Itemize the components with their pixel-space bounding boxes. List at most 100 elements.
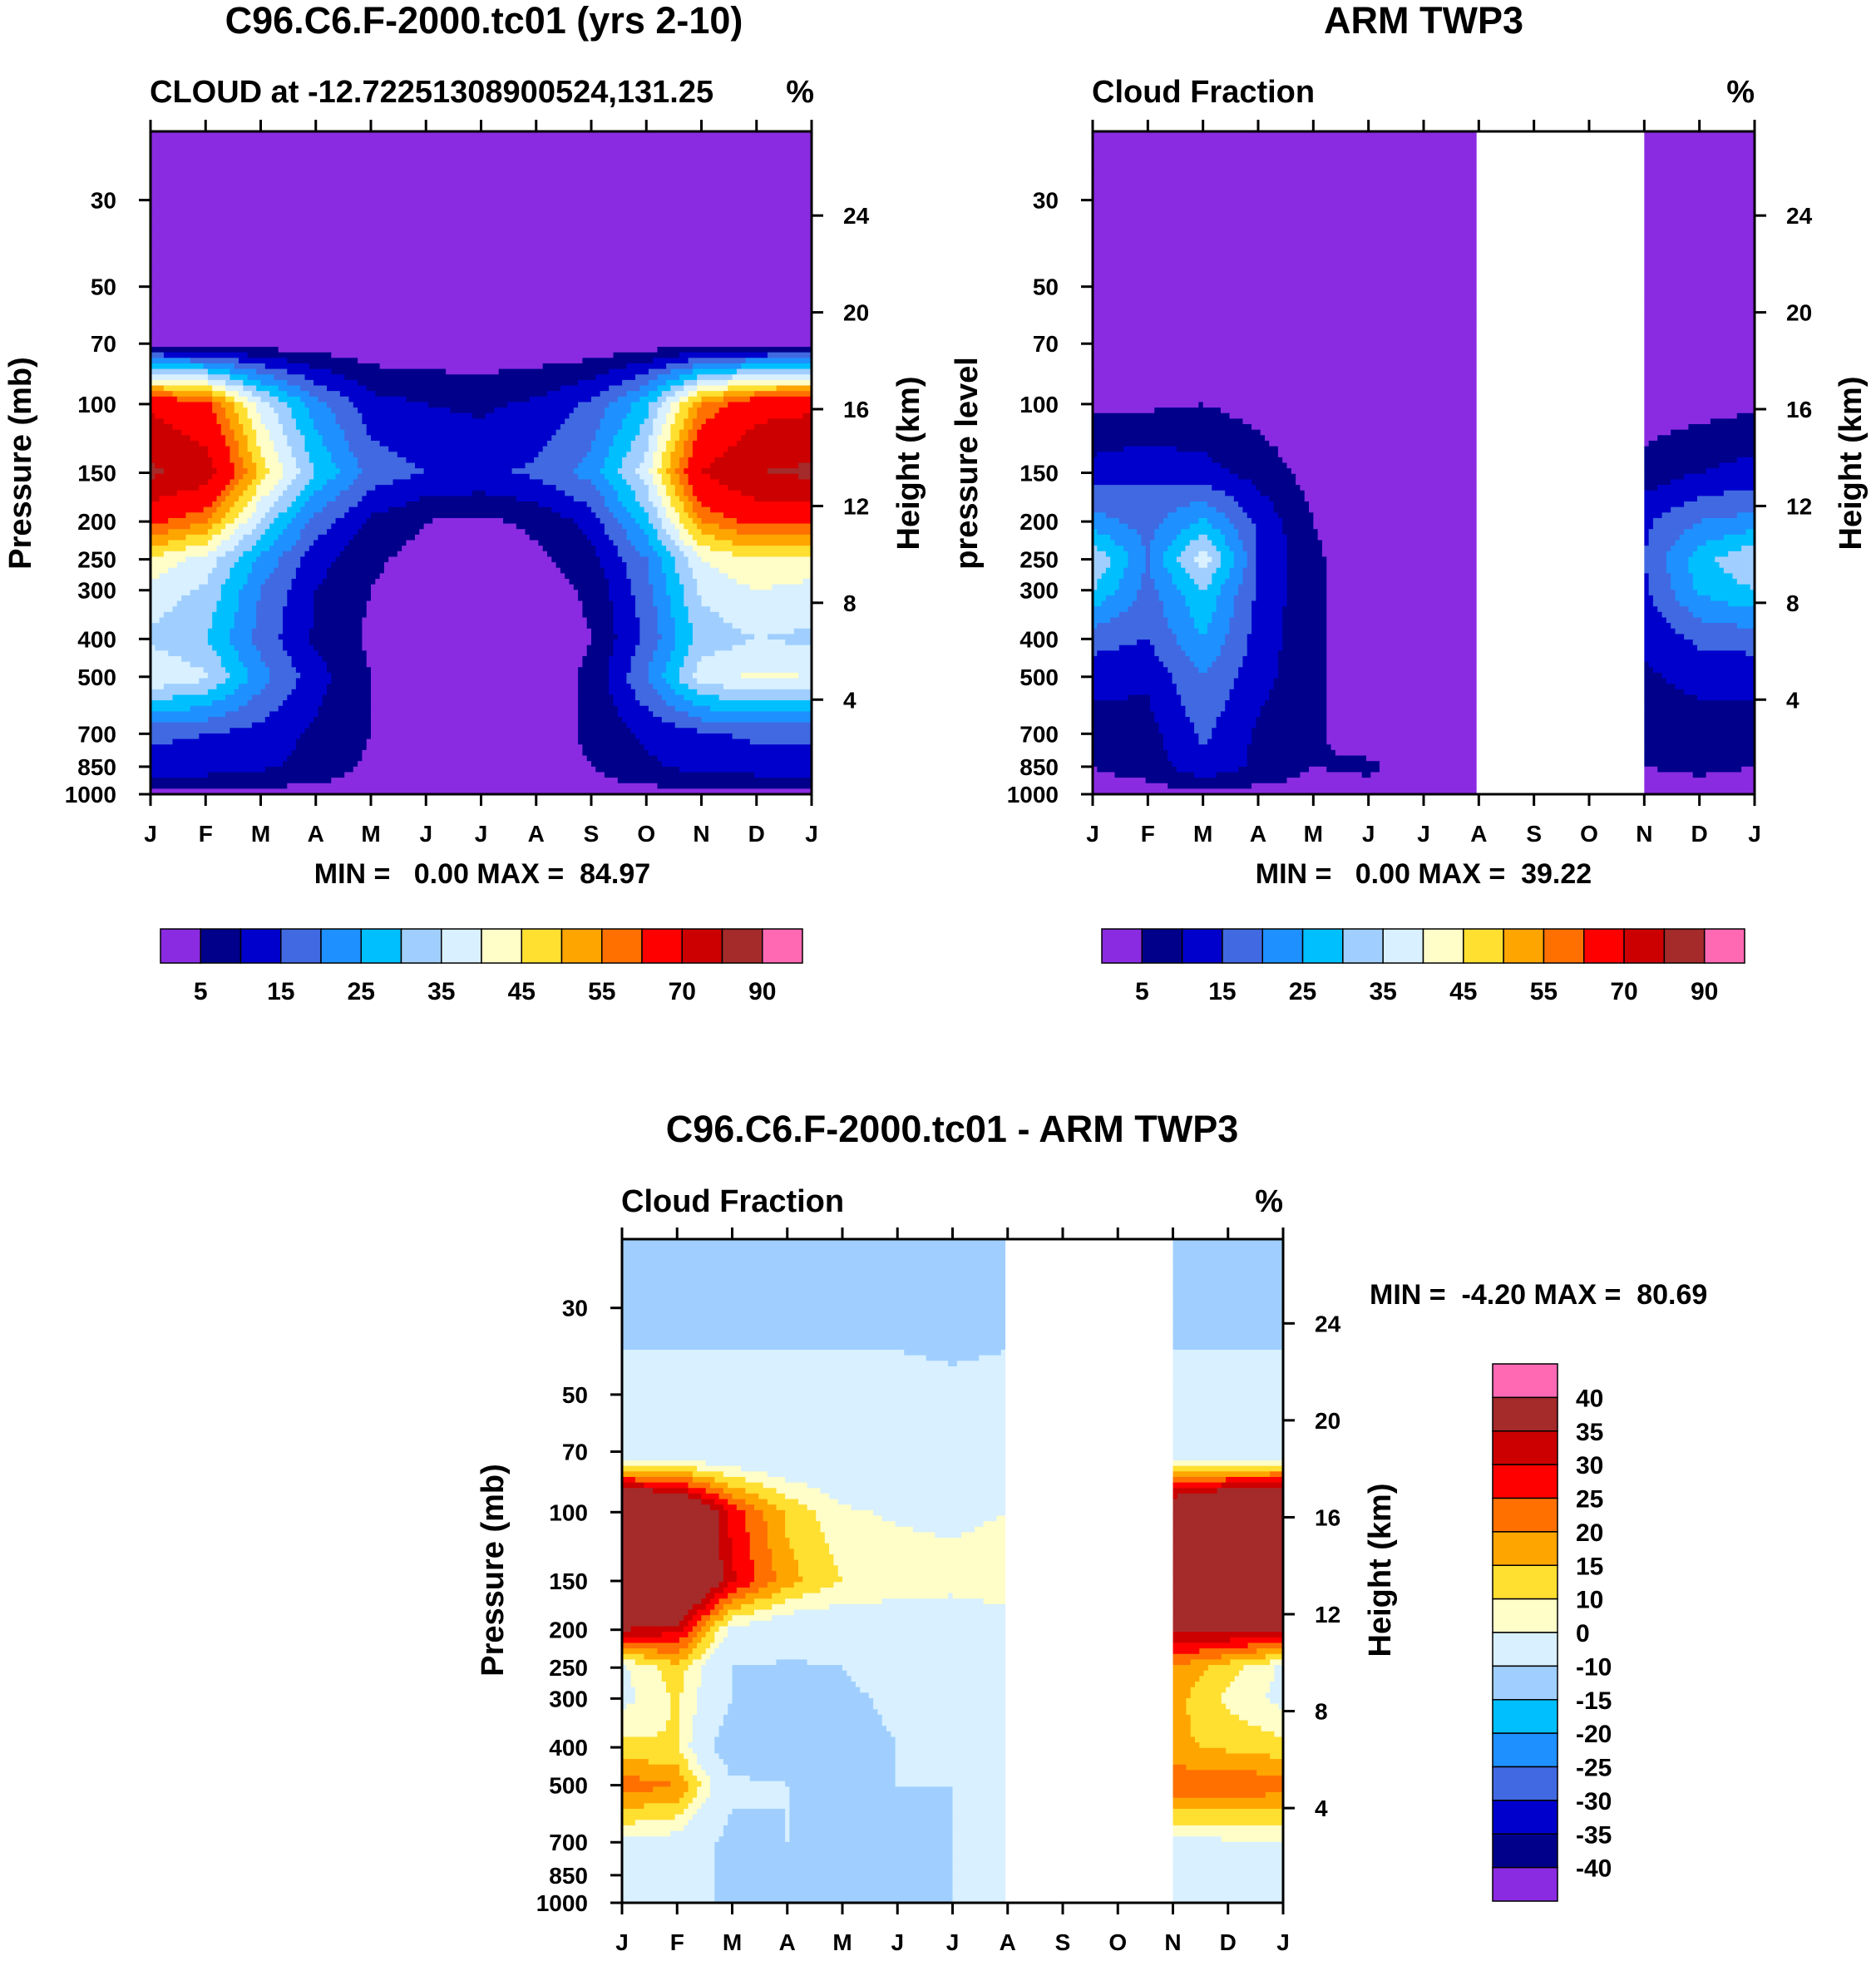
contour-cell <box>1172 1665 1209 1672</box>
x-tick-label: J <box>419 821 432 847</box>
x-tick-label: J <box>1417 821 1430 847</box>
contour-cell <box>1291 468 1478 475</box>
contour-cell <box>666 667 680 674</box>
contour-cell <box>684 655 703 663</box>
contour-cell <box>313 595 372 602</box>
contour-cell <box>1093 446 1124 452</box>
contour-cell <box>1692 640 1755 646</box>
contour-cell <box>1172 1825 1284 1832</box>
contour-cell <box>313 540 350 546</box>
contour-cell <box>767 1532 786 1539</box>
contour-cell <box>895 1764 1006 1771</box>
contour-cell <box>674 556 689 563</box>
contour-cell <box>710 1792 790 1799</box>
contour-cell <box>366 738 579 745</box>
contour-cell <box>190 435 226 442</box>
contour-cell <box>710 462 799 469</box>
contour-cell <box>1321 540 1478 546</box>
contour-cell <box>379 363 544 370</box>
contour-cell <box>692 546 711 552</box>
contour-cell <box>657 628 676 635</box>
contour-cell <box>1172 1847 1284 1854</box>
contour-cell <box>701 1682 733 1688</box>
contour-cell <box>1005 1841 1174 1849</box>
contour-cell <box>1220 562 1235 569</box>
contour-cell <box>212 396 226 403</box>
contour-cell <box>1688 567 1725 574</box>
contour-cell <box>295 744 368 751</box>
contour-cell <box>1277 667 1327 674</box>
contour-cell <box>1207 738 1252 745</box>
contour-cell <box>1216 546 1231 552</box>
contour-cell <box>1684 689 1755 696</box>
contour-cell <box>234 485 249 491</box>
contour-cell <box>1361 772 1371 778</box>
contour-cell <box>1666 678 1755 684</box>
contour-cell <box>1476 258 1645 264</box>
contour-cell <box>622 1250 1006 1257</box>
contour-cell <box>1644 578 1650 585</box>
contour-cell <box>1220 408 1478 414</box>
contour-cell <box>1648 661 1755 668</box>
contour-cell <box>251 479 262 486</box>
contour-cell <box>697 551 733 558</box>
contour-cell <box>251 391 270 398</box>
colorbar-obs: 5 15 25 35 45 55 70 90 <box>1101 928 1745 1005</box>
contour-cell <box>648 440 659 447</box>
contour-cell <box>657 534 671 541</box>
contour-cell <box>234 623 257 630</box>
contour-cell <box>622 1853 715 1860</box>
contour-cell <box>881 1714 1006 1721</box>
contour-cell <box>269 402 288 408</box>
contour-cell <box>935 1532 962 1539</box>
y-tick-label: 150 <box>549 1568 588 1594</box>
contour-cell <box>1652 517 1702 525</box>
contour-cell <box>1644 722 1755 729</box>
contour-cell <box>736 1504 755 1511</box>
contour-cell <box>1005 1692 1174 1699</box>
contour-cell <box>692 1648 707 1655</box>
contour-cell <box>247 408 257 414</box>
contour-cell <box>666 418 676 425</box>
contour-cell <box>212 385 226 392</box>
contour-cell <box>1476 352 1645 358</box>
contour-cell <box>335 556 389 563</box>
contour-cell <box>1093 485 1212 491</box>
contour-cell <box>609 672 627 679</box>
contour-cell <box>692 1714 724 1721</box>
contour-cell <box>582 661 610 668</box>
contour-cell <box>657 506 667 513</box>
contour-cell <box>701 517 738 525</box>
contour-cell <box>768 418 812 425</box>
panel-diff-ylabel-right: Height (km) <box>1363 1484 1398 1657</box>
contour-cell <box>732 1670 847 1677</box>
contour-cell <box>723 1471 768 1478</box>
contour-cell <box>1220 462 1288 469</box>
colorbar-label: 90 <box>1691 978 1718 1005</box>
contour-cell <box>1212 733 1252 740</box>
contour-cell <box>274 374 306 381</box>
contour-cell <box>327 684 372 690</box>
contour-cell <box>225 711 270 718</box>
contour-cell <box>851 1676 1006 1682</box>
contour-cell <box>1256 578 1288 585</box>
contour-cell <box>666 506 676 513</box>
contour-cell <box>1256 573 1288 580</box>
contour-cell <box>1282 634 1327 640</box>
contour-cell <box>723 1615 733 1622</box>
contour-cell <box>1198 551 1208 558</box>
contour-cell <box>688 1482 711 1489</box>
contour-cell <box>1644 595 1654 602</box>
contour-cell <box>1005 1382 1174 1390</box>
contour-cell <box>358 529 420 536</box>
contour-cell <box>710 1776 751 1782</box>
contour-cell <box>591 634 619 640</box>
contour-cell <box>873 1697 1006 1705</box>
contour-cell <box>697 512 724 519</box>
contour-cell <box>745 429 812 436</box>
contour-cell <box>630 661 649 668</box>
contour-cell <box>622 1875 715 1881</box>
contour-cell <box>295 424 314 431</box>
contour-cell <box>1644 617 1667 624</box>
contour-cell <box>793 1609 1006 1616</box>
